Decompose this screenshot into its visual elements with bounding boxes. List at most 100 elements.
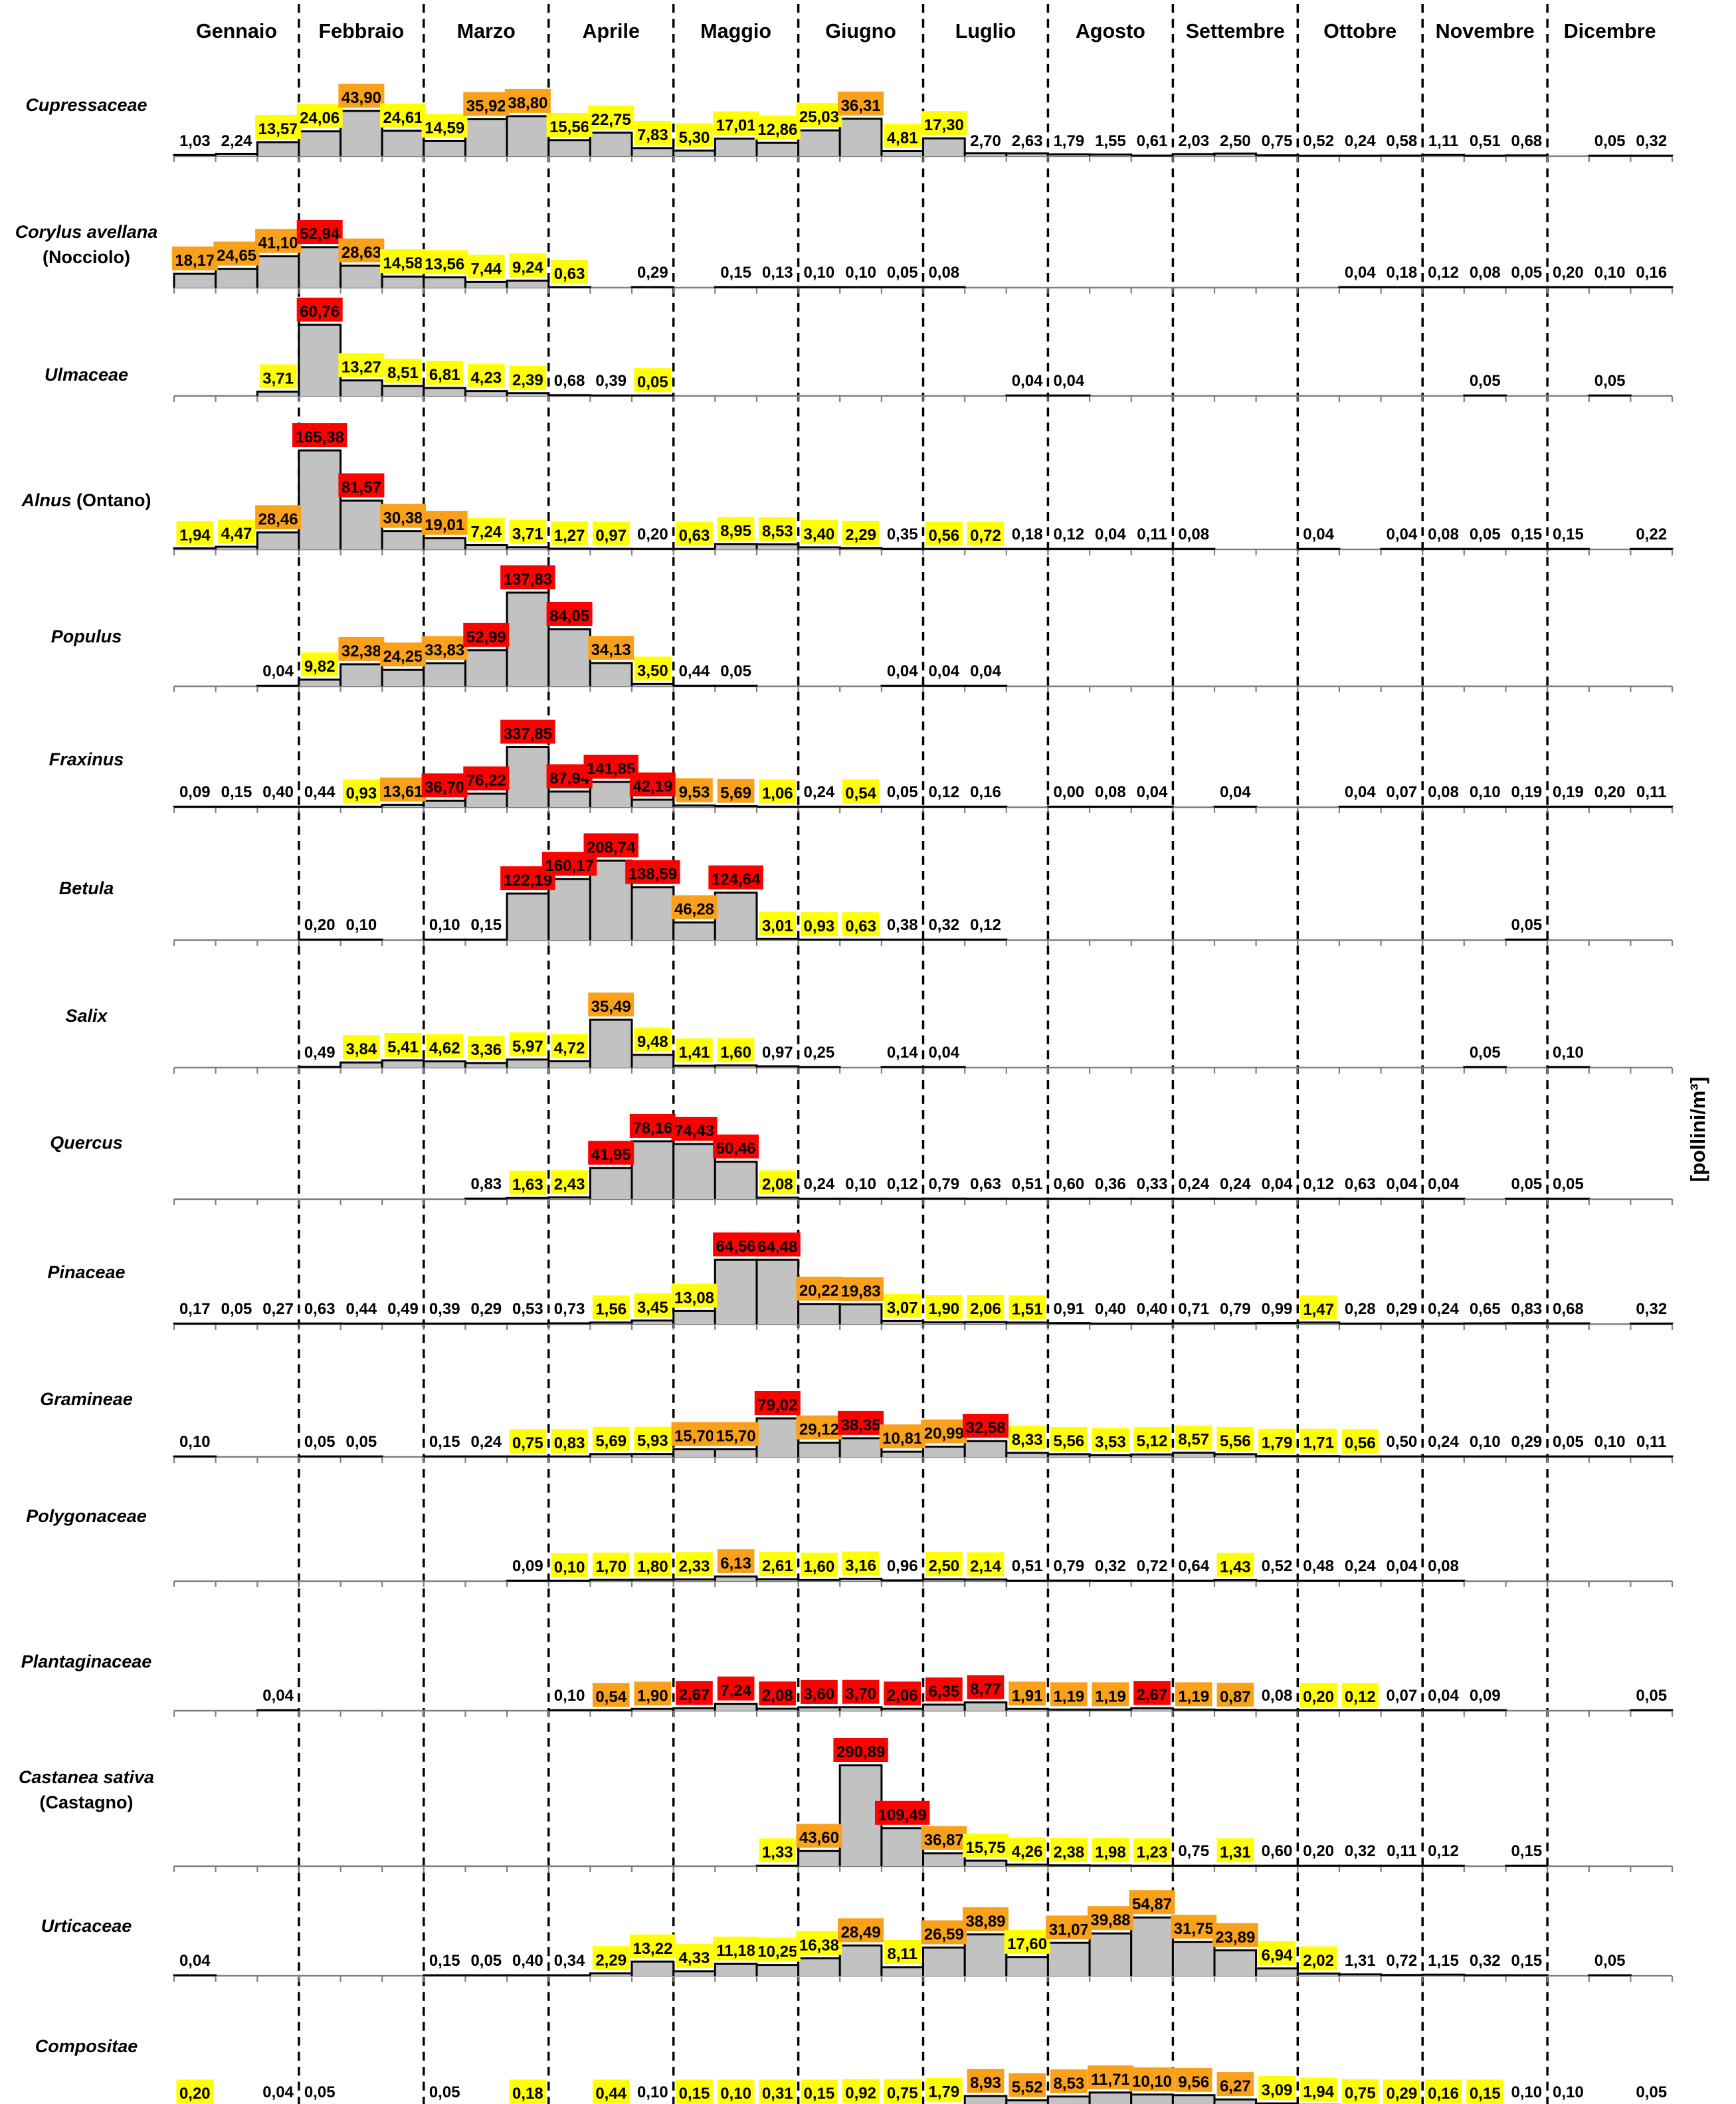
svg-text:1,79: 1,79	[928, 2083, 959, 2101]
svg-text:2,63: 2,63	[1012, 132, 1043, 150]
svg-text:32,58: 32,58	[965, 1419, 1005, 1437]
svg-text:0,32: 0,32	[1470, 1952, 1501, 1970]
svg-text:0,15: 0,15	[804, 2085, 835, 2103]
svg-text:20,22: 20,22	[799, 1282, 839, 1300]
svg-text:24,61: 24,61	[383, 109, 423, 127]
svg-text:0,68: 0,68	[1553, 1300, 1584, 1318]
svg-text:29,12: 29,12	[799, 1421, 839, 1439]
svg-text:0,05: 0,05	[1636, 2083, 1667, 2101]
svg-text:0,20: 0,20	[1594, 783, 1626, 801]
svg-text:24,65: 24,65	[217, 247, 256, 265]
svg-text:0,34: 0,34	[554, 1952, 585, 1970]
svg-text:0,04: 0,04	[1053, 372, 1084, 390]
svg-text:24,25: 24,25	[383, 648, 423, 666]
svg-text:2,43: 2,43	[554, 1175, 585, 1193]
svg-text:0,15: 0,15	[429, 1433, 460, 1451]
svg-text:13,08: 13,08	[674, 1289, 714, 1307]
svg-text:0,12: 0,12	[1345, 1688, 1376, 1706]
svg-text:0,29: 0,29	[1387, 2085, 1418, 2103]
svg-text:(Castagno): (Castagno)	[40, 1792, 134, 1812]
svg-text:20,99: 20,99	[924, 1425, 964, 1443]
svg-text:2,03: 2,03	[1178, 132, 1209, 150]
svg-text:3,71: 3,71	[512, 526, 543, 543]
svg-text:3,01: 3,01	[762, 917, 793, 935]
svg-text:3,36: 3,36	[470, 1041, 502, 1059]
svg-text:4,26: 4,26	[1012, 1843, 1043, 1861]
svg-text:1,79: 1,79	[1053, 132, 1084, 150]
svg-text:1,56: 1,56	[595, 1301, 627, 1319]
svg-text:1,19: 1,19	[1053, 1687, 1084, 1705]
svg-text:0,75: 0,75	[1345, 2085, 1376, 2103]
svg-text:0,05: 0,05	[1594, 1952, 1626, 1970]
svg-text:0,32: 0,32	[1636, 132, 1667, 150]
svg-text:11,71: 11,71	[1091, 2071, 1130, 2089]
svg-text:4,33: 4,33	[679, 1949, 710, 1967]
svg-text:0,10: 0,10	[1553, 2083, 1584, 2101]
svg-text:3,60: 3,60	[804, 1685, 835, 1703]
svg-text:8,57: 8,57	[1178, 1431, 1209, 1449]
svg-text:Gramineae: Gramineae	[40, 1389, 133, 1409]
svg-text:337,85: 337,85	[504, 725, 552, 743]
svg-text:Ulmaceae: Ulmaceae	[45, 365, 128, 385]
svg-text:0,97: 0,97	[762, 1044, 793, 1062]
svg-text:0,05: 0,05	[1594, 372, 1626, 390]
svg-text:0,79: 0,79	[1220, 1300, 1251, 1318]
svg-text:0,15: 0,15	[1511, 1842, 1542, 1860]
svg-text:5,30: 5,30	[679, 129, 710, 147]
svg-text:0,32: 0,32	[1345, 1842, 1376, 1860]
svg-text:0,15: 0,15	[429, 1952, 460, 1970]
svg-text:0,28: 0,28	[1345, 1300, 1376, 1318]
svg-text:0,91: 0,91	[1053, 1300, 1084, 1318]
svg-text:0,49: 0,49	[387, 1300, 419, 1318]
svg-text:1,19: 1,19	[1178, 1687, 1209, 1705]
svg-text:0,04: 0,04	[1345, 264, 1376, 282]
svg-text:5,69: 5,69	[720, 785, 751, 803]
svg-text:2,14: 2,14	[970, 1558, 1001, 1576]
svg-text:1,27: 1,27	[554, 527, 585, 545]
svg-text:13,61: 13,61	[383, 783, 423, 801]
svg-text:15,70: 15,70	[716, 1428, 756, 1446]
svg-text:2,29: 2,29	[845, 526, 876, 544]
svg-text:6,13: 6,13	[720, 1555, 751, 1573]
svg-text:160,17: 160,17	[545, 857, 593, 875]
svg-text:0,24: 0,24	[1345, 132, 1376, 150]
svg-text:0,04: 0,04	[262, 2083, 294, 2101]
svg-text:0,63: 0,63	[1345, 1175, 1376, 1193]
svg-text:2,06: 2,06	[887, 1687, 918, 1705]
svg-text:26,59: 26,59	[924, 1926, 964, 1944]
svg-text:2,33: 2,33	[679, 1557, 710, 1575]
svg-text:Giugno: Giugno	[825, 20, 896, 43]
svg-text:0,51: 0,51	[1470, 132, 1501, 150]
svg-text:0,11: 0,11	[1636, 783, 1666, 801]
svg-text:79,02: 79,02	[757, 1396, 797, 1414]
svg-text:0,36: 0,36	[1095, 1175, 1126, 1193]
svg-text:0,32: 0,32	[1095, 1557, 1126, 1575]
svg-text:1,94: 1,94	[179, 526, 211, 544]
svg-text:2,24: 2,24	[221, 132, 252, 150]
svg-text:4,72: 4,72	[554, 1039, 585, 1057]
svg-text:0,04: 0,04	[262, 662, 294, 680]
svg-text:9,48: 9,48	[637, 1033, 668, 1051]
svg-text:0,16: 0,16	[1428, 2085, 1459, 2103]
svg-text:0,04: 0,04	[179, 1952, 211, 1970]
svg-text:2,50: 2,50	[1220, 132, 1251, 150]
svg-text:4,62: 4,62	[429, 1040, 460, 1058]
svg-text:0,12: 0,12	[887, 1175, 918, 1193]
svg-text:0,72: 0,72	[1137, 1557, 1168, 1575]
svg-text:0,60: 0,60	[1262, 1842, 1293, 1860]
svg-text:0,29: 0,29	[1511, 1433, 1542, 1451]
svg-text:0,05: 0,05	[1511, 1175, 1542, 1193]
svg-text:0,04: 0,04	[1387, 526, 1418, 543]
svg-text:0,87: 0,87	[1220, 1688, 1251, 1706]
svg-text:2,06: 2,06	[970, 1300, 1001, 1318]
svg-text:0,15: 0,15	[1511, 526, 1542, 543]
svg-text:0,93: 0,93	[804, 917, 835, 935]
svg-text:8,53: 8,53	[762, 522, 793, 540]
svg-text:1,94: 1,94	[1303, 2083, 1334, 2101]
svg-text:0,08: 0,08	[928, 264, 959, 282]
svg-text:39,88: 39,88	[1090, 1911, 1130, 1929]
svg-text:0,99: 0,99	[1262, 1300, 1293, 1318]
svg-text:7,44: 7,44	[470, 260, 502, 278]
svg-text:0,12: 0,12	[1428, 1842, 1459, 1860]
svg-text:0,20: 0,20	[304, 916, 336, 934]
